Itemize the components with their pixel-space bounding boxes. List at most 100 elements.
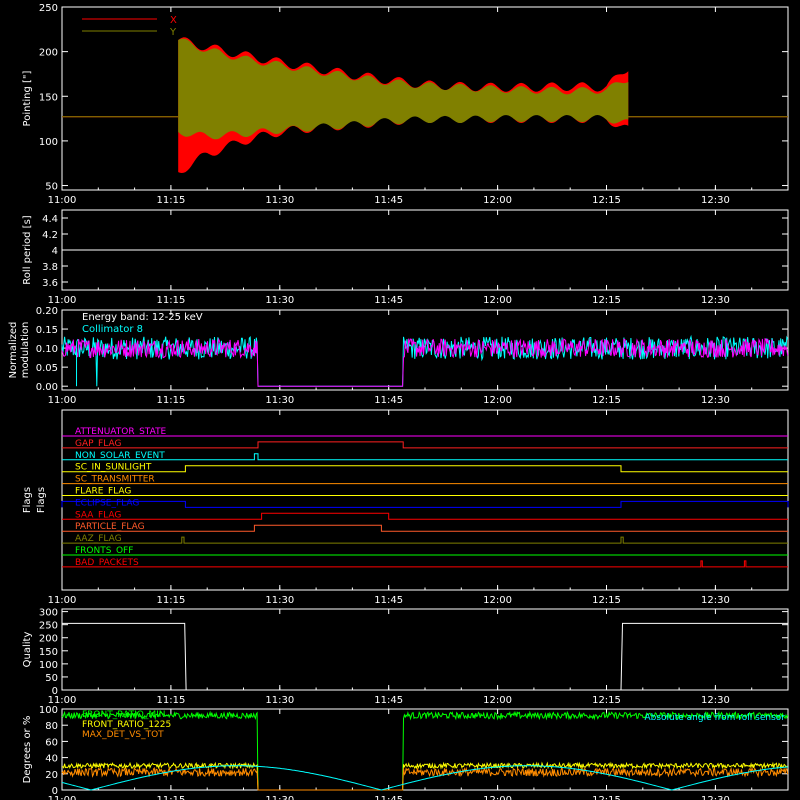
y-axis-label: Quality: [22, 632, 33, 668]
flag-label-flare_flag: FLARE_FLAG: [75, 487, 131, 497]
ratio-legend-2: MAX_DET_VS_TOT: [82, 730, 164, 740]
x-tick-label: 12:15: [592, 695, 621, 706]
y-tick-label: 0.20: [36, 306, 58, 317]
x-tick-label: 12:00: [483, 595, 512, 606]
flag-label-particle_flag: PARTICLE_FLAG: [75, 522, 145, 532]
x-tick-label: 11:15: [156, 195, 185, 206]
x-tick-label: 12:30: [701, 695, 730, 706]
flag-line-eclipse_flag: [61, 500, 789, 508]
flag-line-aaz_flag: [62, 536, 788, 544]
x-tick-label: 11:30: [265, 795, 294, 800]
y-tick-label: 4.4: [42, 214, 58, 225]
series-Y-envelope: [178, 38, 629, 140]
flags-axis-label: Flags: [36, 487, 47, 513]
x-tick-label: 11:00: [48, 795, 77, 800]
y-tick-label: 3.8: [42, 262, 58, 273]
x-tick-label: 12:00: [483, 695, 512, 706]
y-axis-label: Roll period [s]: [22, 215, 33, 284]
flag-line-non_solar_event: [62, 453, 788, 461]
y-axis-label: Pointing ["]: [22, 70, 33, 126]
y-tick-label: 80: [45, 721, 58, 732]
y-tick-label: 40: [45, 754, 58, 765]
x-tick-label: 11:15: [156, 595, 185, 606]
flag-line-particle_flag: [62, 524, 788, 532]
y-tick-label: 0.00: [36, 382, 58, 393]
x-tick-label: 11:45: [374, 395, 403, 406]
panel-3: 11:00 11:15 11:30 11:45 12:00 12:15 12:30 Flags…: [22, 409, 789, 606]
x-tick-label: 11:15: [156, 395, 185, 406]
x-tick-label: 11:30: [265, 195, 294, 206]
x-tick-label: 12:30: [701, 195, 730, 206]
flag-label-saa_flag: SAA_FLAG: [75, 510, 121, 520]
y-tick-label: 0.10: [36, 344, 58, 355]
y-tick-label: 0: [52, 786, 58, 797]
x-tick-label: 11:00: [48, 295, 77, 306]
modulation-series-1: [61, 337, 789, 387]
flag-line-bad_packets: [62, 560, 788, 568]
x-tick-label: 11:00: [48, 395, 77, 406]
quality-line: [62, 622, 788, 691]
flag-line-gap_flag: [62, 441, 788, 449]
panel-2: 11:00 11:15 11:30 11:45 12:00 12:15 12:30 Norma…: [8, 306, 789, 406]
flag-label-eclipse_flag: ECLIPSE_FLAG: [75, 498, 139, 508]
collimator-label: Collimator 8: [82, 324, 143, 335]
flag-label-fronts_off: FRONTS_OFF: [75, 546, 133, 556]
panel-4: 11:00 11:15 11:30 11:45 12:00 12:15 12:30 Quali…: [22, 608, 789, 706]
flag-line-sc_in_sunlight: [62, 465, 788, 473]
y-tick-label: 0.05: [36, 363, 58, 374]
energy-band-label: Energy band: 12-25 keV: [82, 312, 203, 323]
y-tick-label: 20: [45, 770, 58, 781]
panel-5: 11:00 11:15 11:30 11:45 12:00 12:15 12:30 Degre…: [22, 705, 789, 800]
ratio-legend-0: FRONT_RATIO_MIN: [82, 710, 165, 720]
flag-label-aaz_flag: AAZ_FLAG: [75, 534, 122, 544]
ratio-series-1: [61, 761, 788, 791]
x-tick-label: 12:15: [592, 795, 621, 800]
panel-0: 11:00 11:15 11:30 11:45 12:00 12:15 12:30 Point…: [22, 3, 789, 206]
x-tick-label: 12:30: [701, 595, 730, 606]
y-tick-label: 150: [39, 92, 58, 103]
x-tick-label: 11:00: [48, 595, 77, 606]
legend-label-Y: Y: [169, 27, 177, 38]
legend-label-X: X: [170, 15, 177, 26]
flag-label-gap_flag: GAP_FLAG: [75, 439, 121, 449]
ratio-series-3: [61, 765, 789, 791]
y-tick-label: 200: [39, 48, 58, 59]
x-tick-label: 12:30: [701, 795, 730, 800]
y-axis-label: modulation: [20, 322, 31, 379]
ratio-legend-1: FRONT_RATIO_1225: [82, 720, 171, 730]
flag-label-sc_transmitter: SC_TRANSMITTER: [75, 475, 155, 485]
y-tick-label: 50: [45, 673, 58, 684]
x-tick-label: 11:15: [156, 695, 185, 706]
flag-label-bad_packets: BAD_PACKETS: [75, 558, 139, 568]
flag-label-sc_in_sunlight: SC_IN_SUNLIGHT: [75, 463, 152, 473]
flag-label-non_solar_event: NON_SOLAR_EVENT: [75, 451, 165, 461]
panel-1: 11:00 11:15 11:30 11:45 12:00 12:15 12:30 Roll …: [22, 209, 789, 306]
y-tick-label: 100: [39, 705, 58, 716]
x-tick-label: 12:30: [701, 395, 730, 406]
y-tick-label: 100: [39, 660, 58, 671]
y-tick-label: 200: [39, 634, 58, 645]
x-tick-label: 11:30: [265, 395, 294, 406]
x-tick-label: 12:15: [592, 195, 621, 206]
x-tick-label: 12:15: [592, 395, 621, 406]
y-tick-label: 250: [39, 3, 58, 14]
y-tick-label: 150: [39, 647, 58, 658]
flag-label-attenuator_state: ATTENUATOR_STATE: [75, 427, 167, 437]
y-tick-label: 4.2: [42, 230, 58, 241]
y-tick-label: 0: [52, 686, 58, 697]
y-axis-label: Normalized: [8, 322, 19, 379]
x-tick-label: 11:45: [374, 795, 403, 800]
x-tick-label: 12:00: [483, 395, 512, 406]
x-tick-label: 11:30: [265, 595, 294, 606]
y-axis-label: Degrees or %: [22, 716, 33, 784]
y-tick-label: 250: [39, 621, 58, 632]
ratio-series-0: [61, 710, 789, 791]
x-tick-label: 11:45: [374, 695, 403, 706]
x-tick-label: 11:30: [265, 695, 294, 706]
x-tick-label: 12:15: [592, 595, 621, 606]
x-tick-label: 11:15: [156, 795, 185, 800]
flag-line-saa_flag: [62, 512, 788, 520]
y-tick-label: 300: [39, 608, 58, 619]
ratio-series-2: [61, 766, 789, 791]
